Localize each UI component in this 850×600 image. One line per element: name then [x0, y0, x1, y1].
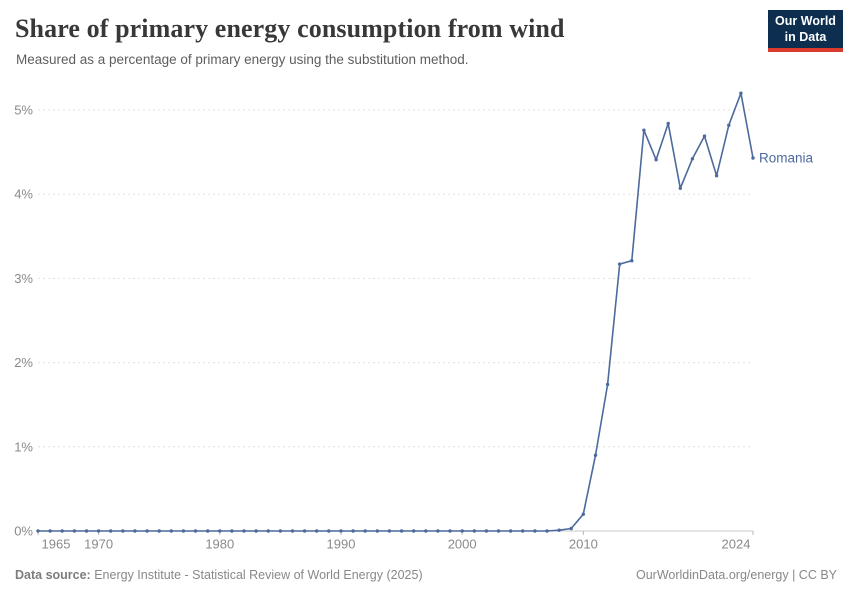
data-point[interactable]	[496, 529, 501, 533]
data-point[interactable]	[327, 529, 331, 533]
data-point[interactable]	[230, 529, 234, 533]
data-point[interactable]	[387, 529, 392, 533]
data-point[interactable]	[751, 156, 755, 160]
data-point[interactable]	[278, 529, 283, 533]
y-tick-label: 1%	[14, 439, 33, 454]
data-point[interactable]	[266, 529, 270, 533]
data-point[interactable]	[145, 529, 149, 533]
data-source-label: Data source:	[15, 568, 91, 582]
data-point[interactable]	[133, 529, 137, 533]
data-point[interactable]	[581, 512, 585, 516]
data-point[interactable]	[96, 529, 101, 533]
series-end-label[interactable]: Romania	[759, 150, 814, 165]
page-title: Share of primary energy consumption from…	[15, 14, 565, 43]
data-point[interactable]	[315, 529, 319, 533]
x-tick-label: 2010	[569, 537, 598, 552]
data-point[interactable]	[424, 529, 428, 533]
data-point[interactable]	[399, 529, 404, 533]
data-point[interactable]	[472, 529, 476, 533]
data-point[interactable]	[702, 134, 707, 138]
y-tick-label: 0%	[14, 524, 33, 539]
owid-logo-text: Our World in Data	[775, 13, 836, 45]
owid-logo-line2: in Data	[784, 30, 827, 44]
data-point[interactable]	[593, 453, 598, 457]
data-point[interactable]	[48, 529, 52, 533]
data-point[interactable]	[714, 174, 719, 178]
data-point[interactable]	[193, 529, 198, 533]
data-point[interactable]	[727, 123, 731, 127]
data-point[interactable]	[351, 529, 355, 533]
x-tick-label: 2024	[722, 537, 751, 552]
data-point[interactable]	[654, 158, 658, 162]
data-point[interactable]	[630, 259, 634, 263]
data-point[interactable]	[339, 529, 343, 533]
owid-logo[interactable]: Our World in Data	[768, 10, 843, 52]
x-tick-label: 2000	[448, 537, 477, 552]
owid-logo-line1: Our World	[775, 14, 836, 28]
y-tick-label: 2%	[14, 355, 33, 370]
data-point[interactable]	[436, 529, 440, 533]
data-point[interactable]	[690, 157, 695, 161]
data-point[interactable]	[569, 526, 573, 531]
data-point[interactable]	[557, 528, 561, 532]
data-point[interactable]	[375, 529, 379, 533]
x-tick-label: 1980	[205, 537, 234, 552]
data-point[interactable]	[157, 529, 161, 533]
data-point[interactable]	[448, 529, 452, 533]
data-point[interactable]	[218, 529, 222, 533]
data-point[interactable]	[508, 529, 513, 533]
data-point[interactable]	[533, 529, 537, 533]
data-point[interactable]	[121, 529, 125, 533]
y-tick-label: 3%	[14, 271, 33, 286]
data-point[interactable]	[36, 529, 40, 533]
data-point[interactable]	[666, 121, 670, 126]
data-source-note: Data source: Energy Institute - Statisti…	[15, 568, 423, 582]
data-source-text: Energy Institute - Statistical Review of…	[94, 568, 423, 582]
data-point[interactable]	[460, 529, 464, 533]
data-point[interactable]	[484, 529, 489, 533]
data-point[interactable]	[412, 529, 416, 533]
data-point[interactable]	[206, 529, 210, 533]
data-point[interactable]	[254, 529, 258, 533]
series-line-romania[interactable]	[37, 92, 754, 532]
data-point[interactable]	[60, 529, 64, 533]
data-point[interactable]	[521, 529, 525, 533]
data-point[interactable]	[363, 529, 367, 533]
data-point[interactable]	[181, 529, 186, 533]
y-tick-label: 4%	[14, 187, 33, 202]
data-point[interactable]	[642, 128, 646, 132]
data-point[interactable]	[72, 529, 77, 533]
data-point[interactable]	[739, 91, 743, 95]
owid-url-license[interactable]: OurWorldinData.org/energy | CC BY	[635, 568, 837, 582]
x-tick-label: 1970	[84, 537, 113, 552]
data-point[interactable]	[84, 529, 89, 533]
data-point[interactable]	[678, 186, 682, 190]
data-point[interactable]	[290, 529, 295, 533]
data-point[interactable]	[618, 262, 622, 266]
x-tick-label: 1965	[42, 537, 71, 552]
data-point[interactable]	[605, 382, 610, 387]
data-point[interactable]	[109, 529, 113, 533]
data-point[interactable]	[545, 529, 549, 533]
y-tick-label: 5%	[14, 103, 33, 118]
chart-subtitle: Measured as a percentage of primary ener…	[16, 52, 469, 67]
data-point[interactable]	[302, 529, 307, 533]
x-tick-label: 1990	[327, 537, 356, 552]
data-point[interactable]	[169, 529, 173, 533]
data-point[interactable]	[242, 529, 246, 533]
